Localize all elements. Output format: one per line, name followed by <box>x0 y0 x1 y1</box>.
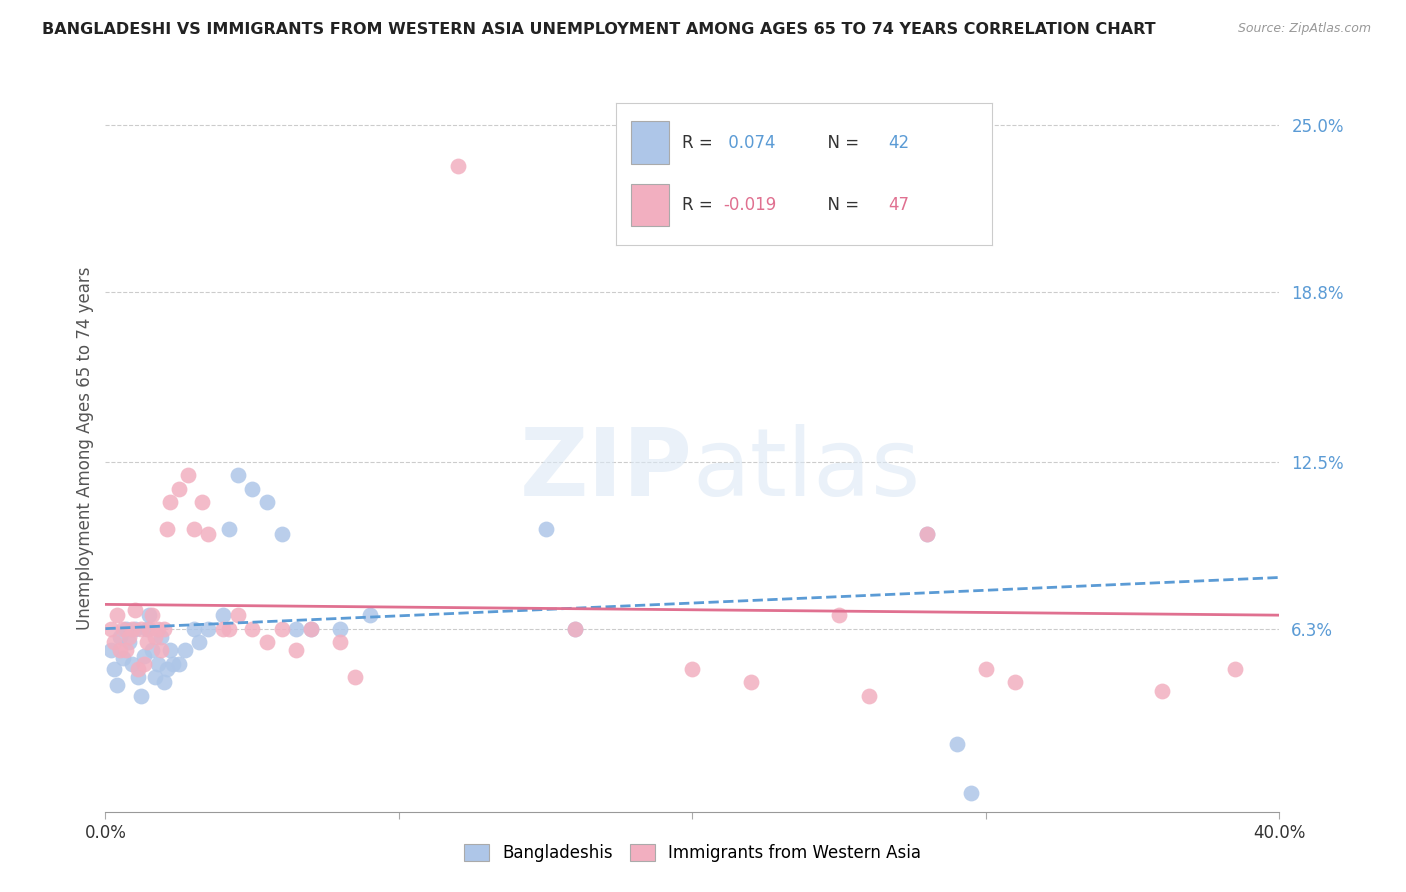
Text: atlas: atlas <box>692 424 921 516</box>
Point <box>150 630 173 644</box>
Point <box>153 675 176 690</box>
Point <box>188 635 211 649</box>
Point <box>132 648 155 663</box>
Point <box>173 643 195 657</box>
Point <box>108 643 131 657</box>
Point <box>112 651 135 665</box>
Point <box>1004 675 1026 690</box>
Point <box>129 689 152 703</box>
Point <box>1150 683 1173 698</box>
Point <box>100 622 122 636</box>
Point <box>299 622 322 636</box>
Point <box>256 635 278 649</box>
Point <box>917 527 939 541</box>
Point <box>112 622 135 636</box>
Point <box>167 482 190 496</box>
Point <box>167 657 190 671</box>
Point <box>143 630 166 644</box>
Text: BANGLADESHI VS IMMIGRANTS FROM WESTERN ASIA UNEMPLOYMENT AMONG AGES 65 TO 74 YEA: BANGLADESHI VS IMMIGRANTS FROM WESTERN A… <box>42 22 1156 37</box>
Point <box>960 786 983 800</box>
Point <box>115 622 138 636</box>
Point <box>159 643 181 657</box>
Point <box>141 643 163 657</box>
Point <box>103 662 125 676</box>
Point <box>211 608 233 623</box>
Point <box>100 643 122 657</box>
Point <box>740 675 762 690</box>
Point <box>270 622 292 636</box>
Point <box>121 657 143 671</box>
Point <box>127 670 149 684</box>
Point <box>105 608 128 623</box>
Point <box>285 643 308 657</box>
Point <box>138 608 160 623</box>
Point <box>183 622 205 636</box>
Point <box>183 522 205 536</box>
Text: ZIP: ZIP <box>520 424 692 516</box>
Point <box>159 495 181 509</box>
Point <box>127 662 149 676</box>
Point <box>359 608 381 623</box>
Point <box>156 662 179 676</box>
Point <box>682 662 704 676</box>
Point <box>917 527 939 541</box>
Point <box>138 622 160 636</box>
Point <box>197 622 219 636</box>
Point <box>1225 662 1247 676</box>
Point <box>148 622 170 636</box>
Point <box>226 608 249 623</box>
Point <box>240 622 263 636</box>
Point <box>143 670 166 684</box>
Point <box>974 662 997 676</box>
Text: Source: ZipAtlas.com: Source: ZipAtlas.com <box>1237 22 1371 36</box>
Point <box>329 622 352 636</box>
Point <box>153 622 176 636</box>
Point <box>270 527 292 541</box>
Point <box>828 608 851 623</box>
Point <box>129 622 152 636</box>
Point <box>343 670 366 684</box>
Point <box>285 622 308 636</box>
Point <box>858 689 880 703</box>
Point <box>945 738 967 752</box>
Point <box>108 630 131 644</box>
Y-axis label: Unemployment Among Ages 65 to 74 years: Unemployment Among Ages 65 to 74 years <box>76 267 94 630</box>
Point <box>105 678 128 692</box>
Point <box>135 635 157 649</box>
Point <box>132 657 155 671</box>
Point <box>156 522 179 536</box>
Point <box>118 635 141 649</box>
Point <box>534 522 557 536</box>
Point <box>211 622 233 636</box>
Point <box>135 622 157 636</box>
Point <box>564 622 586 636</box>
Point <box>118 630 141 644</box>
Point <box>564 622 586 636</box>
Point <box>115 643 138 657</box>
Point <box>256 495 278 509</box>
Point <box>240 482 263 496</box>
Point <box>226 468 249 483</box>
Point <box>329 635 352 649</box>
Point <box>150 643 173 657</box>
Point <box>124 622 146 636</box>
Point <box>121 622 143 636</box>
Legend: Bangladeshis, Immigrants from Western Asia: Bangladeshis, Immigrants from Western As… <box>457 838 928 869</box>
Point <box>176 468 198 483</box>
Point <box>124 603 146 617</box>
Point <box>218 522 240 536</box>
Point <box>299 622 322 636</box>
Point <box>191 495 214 509</box>
Point <box>446 159 468 173</box>
Point <box>148 657 170 671</box>
Point <box>197 527 219 541</box>
Point <box>218 622 240 636</box>
Point <box>103 635 125 649</box>
Point <box>141 608 163 623</box>
Point <box>162 657 184 671</box>
